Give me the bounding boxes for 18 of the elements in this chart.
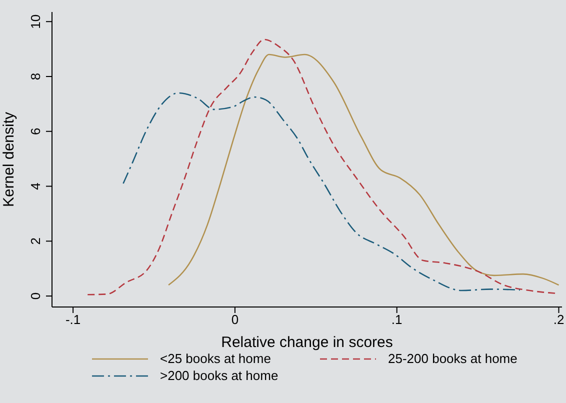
line-series (122, 92, 521, 292)
y-axis-title: Kernel density (0, 111, 18, 208)
legend-label: 25-200 books at home (388, 351, 518, 366)
x-tick-label: 0 (231, 312, 239, 328)
y-tick-label: 6 (28, 128, 43, 135)
x-axis-title: Relative change in scores (221, 334, 393, 351)
y-tick-label: 8 (28, 72, 43, 80)
y-tick-label: 10 (28, 14, 43, 29)
y-tick-label: 2 (28, 238, 43, 245)
x-tick-label: -.1 (65, 312, 81, 328)
x-tick-label: .2 (553, 312, 564, 328)
y-tick-label: 0 (28, 292, 43, 300)
legend-label: >200 books at home (160, 368, 278, 383)
x-tick-label: .1 (391, 312, 402, 328)
y-tick-label: 4 (28, 182, 43, 190)
line-series (168, 54, 560, 286)
line-series (86, 38, 556, 296)
legend-label: <25 books at home (160, 351, 271, 366)
